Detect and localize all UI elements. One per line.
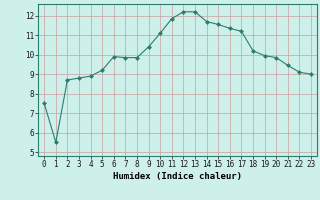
X-axis label: Humidex (Indice chaleur): Humidex (Indice chaleur) — [113, 172, 242, 181]
